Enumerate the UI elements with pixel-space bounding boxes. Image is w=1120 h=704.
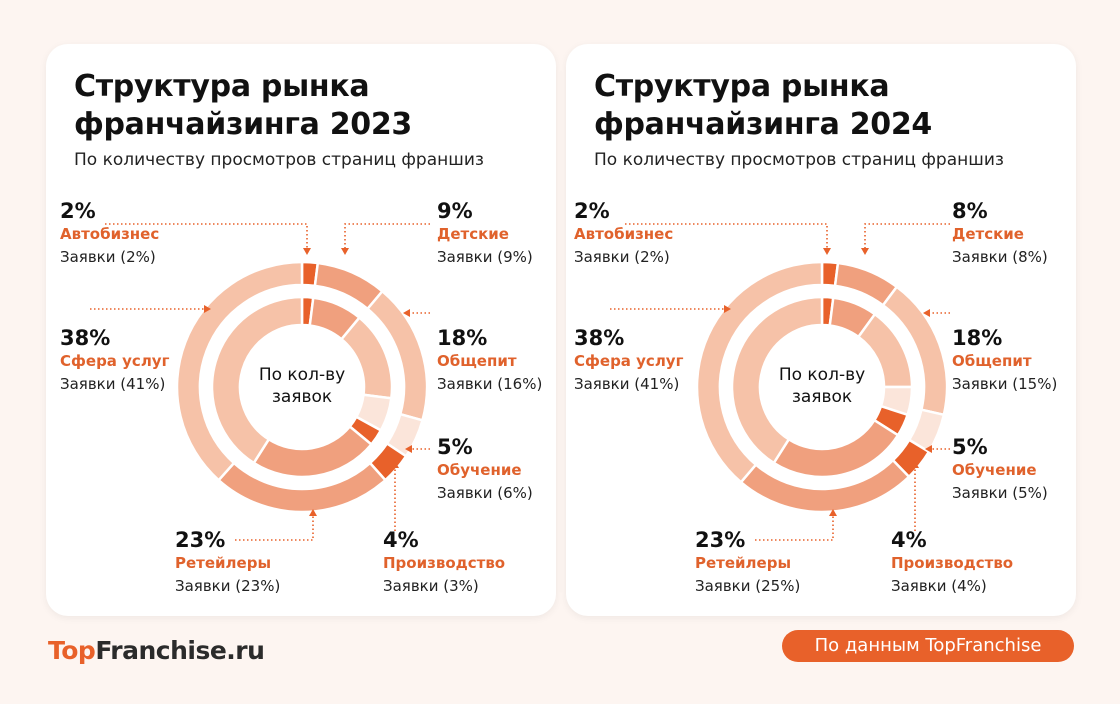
center-label: По кол-ву заявок [258,365,346,407]
leader-line [344,223,430,250]
view-share: 18% [437,326,488,350]
segment-label: 5% Обучение Заявки (6%) [437,436,533,505]
segment-label: 2% Автобизнес Заявки (2%) [574,200,673,269]
donut-chart [610,223,950,541]
segment-label: 9% Детские Заявки (9%) [437,200,533,269]
segment-label: 18% Общепит Заявки (16%) [437,327,542,396]
applications-share: Заявки (16%) [437,375,543,393]
category-name: Производство [891,554,1014,572]
leader-arrow [303,248,311,255]
view-share: 23% [695,528,746,552]
view-share: 8% [952,199,988,223]
category-name: Общепит [437,352,517,370]
view-share: 5% [952,435,988,459]
applications-share: Заявки (2%) [574,248,670,266]
leader-arrow [341,248,349,255]
applications-share: Заявки (4%) [891,577,987,595]
view-share: 4% [891,528,927,552]
segment-label: 4% Производство Заявки (3%) [383,529,505,598]
leader-arrow [925,445,932,453]
applications-share: Заявки (41%) [60,375,166,393]
segment-label: 4% Производство Заявки (4%) [891,529,1013,598]
applications-share: Заявки (23%) [175,577,281,595]
inner-segment-7 [210,295,304,465]
view-share: 23% [175,528,226,552]
view-share: 2% [60,199,96,223]
source-badge: По данным TopFranchise [782,630,1074,662]
view-share: 18% [952,326,1003,350]
category-name: Детские [952,225,1024,243]
applications-share: Заявки (3%) [383,577,479,595]
topfranchise-logo[interactable]: TopFranchise.ru [48,636,265,665]
leader-arrow [309,509,317,516]
chart-title: Структура рынка франчайзинга 2023 [74,69,413,142]
applications-share: Заявки (5%) [952,484,1048,502]
leader-arrow [391,461,399,468]
segment-label: 38% Сфера услуг Заявки (41%) [60,327,169,396]
view-share: 9% [437,199,473,223]
applications-share: Заявки (41%) [574,375,680,393]
outer-segment-7 [695,260,824,484]
category-name: Обучение [952,461,1037,479]
applications-share: Заявки (2%) [60,248,156,266]
chart-card-2023: Структура рынка франчайзинга 2023 По коли… [46,44,556,616]
applications-share: Заявки (15%) [952,375,1058,393]
leader-arrow [829,509,837,516]
category-name: Обучение [437,461,522,479]
view-share: 38% [574,326,625,350]
leader-arrow [923,309,930,317]
applications-share: Заявки (8%) [952,248,1048,266]
category-name: Сфера услуг [574,352,684,370]
view-share: 2% [574,199,610,223]
category-name: Общепит [952,352,1032,370]
leader-arrow [405,445,412,453]
leader-arrow [204,305,211,313]
outer-segment-7 [175,260,304,482]
leader-line [864,223,950,250]
chart-subtitle: По количеству просмотров страниц франшиз [74,150,484,170]
segment-label: 2% Автобизнес Заявки (2%) [60,200,159,269]
inner-segment-7 [730,295,824,465]
category-name: Ретейлеры [175,554,272,572]
segment-label: 18% Общепит Заявки (15%) [952,327,1057,396]
inner-segment-6 [772,418,900,479]
category-name: Автобизнес [60,225,160,243]
view-share: 4% [383,528,419,552]
chart-title: Структура рынка франчайзинга 2024 [594,69,933,142]
leader-arrow [724,305,731,313]
applications-share: Заявки (9%) [437,248,533,266]
segment-label: 38% Сфера услуг Заявки (41%) [574,327,683,396]
segment-label: 8% Детские Заявки (8%) [952,200,1048,269]
category-name: Производство [383,554,506,572]
donut-chart [90,223,430,541]
view-share: 5% [437,435,473,459]
category-name: Ретейлеры [695,554,792,572]
segment-label: 5% Обучение Заявки (5%) [952,436,1048,505]
applications-share: Заявки (25%) [695,577,801,595]
leader-arrow [403,309,410,317]
chart-subtitle: По количеству просмотров страниц франшиз [594,150,1004,170]
center-label: По кол-ву заявок [778,365,866,407]
applications-share: Заявки (6%) [437,484,533,502]
inner-segment-6 [252,424,374,479]
leader-arrow [823,248,831,255]
leader-arrow [911,461,919,468]
chart-card-2024: Структура рынка франчайзинга 2024 По коли… [566,44,1076,616]
segment-label: 23% Ретейлеры Заявки (25%) [695,529,800,598]
category-name: Сфера услуг [60,352,170,370]
segment-label: 23% Ретейлеры Заявки (23%) [175,529,280,598]
category-name: Детские [437,225,509,243]
view-share: 38% [60,326,111,350]
category-name: Автобизнес [574,225,674,243]
leader-arrow [861,248,869,255]
